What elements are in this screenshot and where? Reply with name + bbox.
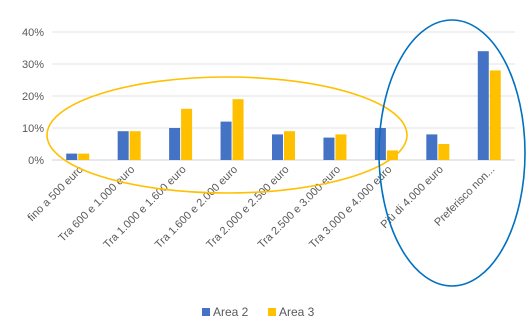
legend-label: Area 2 (213, 305, 249, 319)
bar-area-2 (66, 153, 78, 160)
y-tick-label: 40% (22, 27, 44, 39)
legend-label: Area 3 (279, 305, 315, 319)
bar-area-3 (438, 144, 450, 160)
bar-area-2 (169, 128, 181, 160)
annotation-ellipse-yellow (46, 76, 408, 194)
bar-area-3 (232, 99, 244, 160)
bar-area-2 (374, 128, 386, 160)
bar-area-2 (323, 137, 335, 160)
legend-swatch (202, 308, 210, 316)
legend: Area 2 Area 3 (202, 305, 315, 319)
bar-area-2 (477, 51, 489, 161)
bars (66, 51, 501, 161)
bar-area-2 (117, 131, 129, 160)
gridlines (52, 31, 515, 161)
bar-area-3 (284, 131, 295, 160)
y-tick-label: 30% (22, 59, 44, 71)
legend-swatch (268, 308, 276, 316)
bar-area-2 (272, 134, 283, 160)
y-axis-ticks: 0% 10% 20% 30% 40% (22, 27, 44, 167)
bar-area-3 (489, 70, 501, 160)
y-tick-label: 0% (28, 155, 44, 167)
bar-area-3 (386, 150, 398, 160)
y-tick-label: 20% (22, 91, 44, 103)
bar-area-2 (220, 121, 232, 160)
bar-area-3 (78, 153, 90, 160)
annotation-ellipse-blue (378, 19, 526, 287)
bar-area-3 (129, 131, 141, 160)
bar-area-3 (181, 108, 193, 160)
bar-area-3 (335, 134, 347, 160)
bar-area-2 (426, 134, 438, 160)
y-tick-label: 10% (22, 123, 44, 135)
annotations (46, 19, 526, 287)
